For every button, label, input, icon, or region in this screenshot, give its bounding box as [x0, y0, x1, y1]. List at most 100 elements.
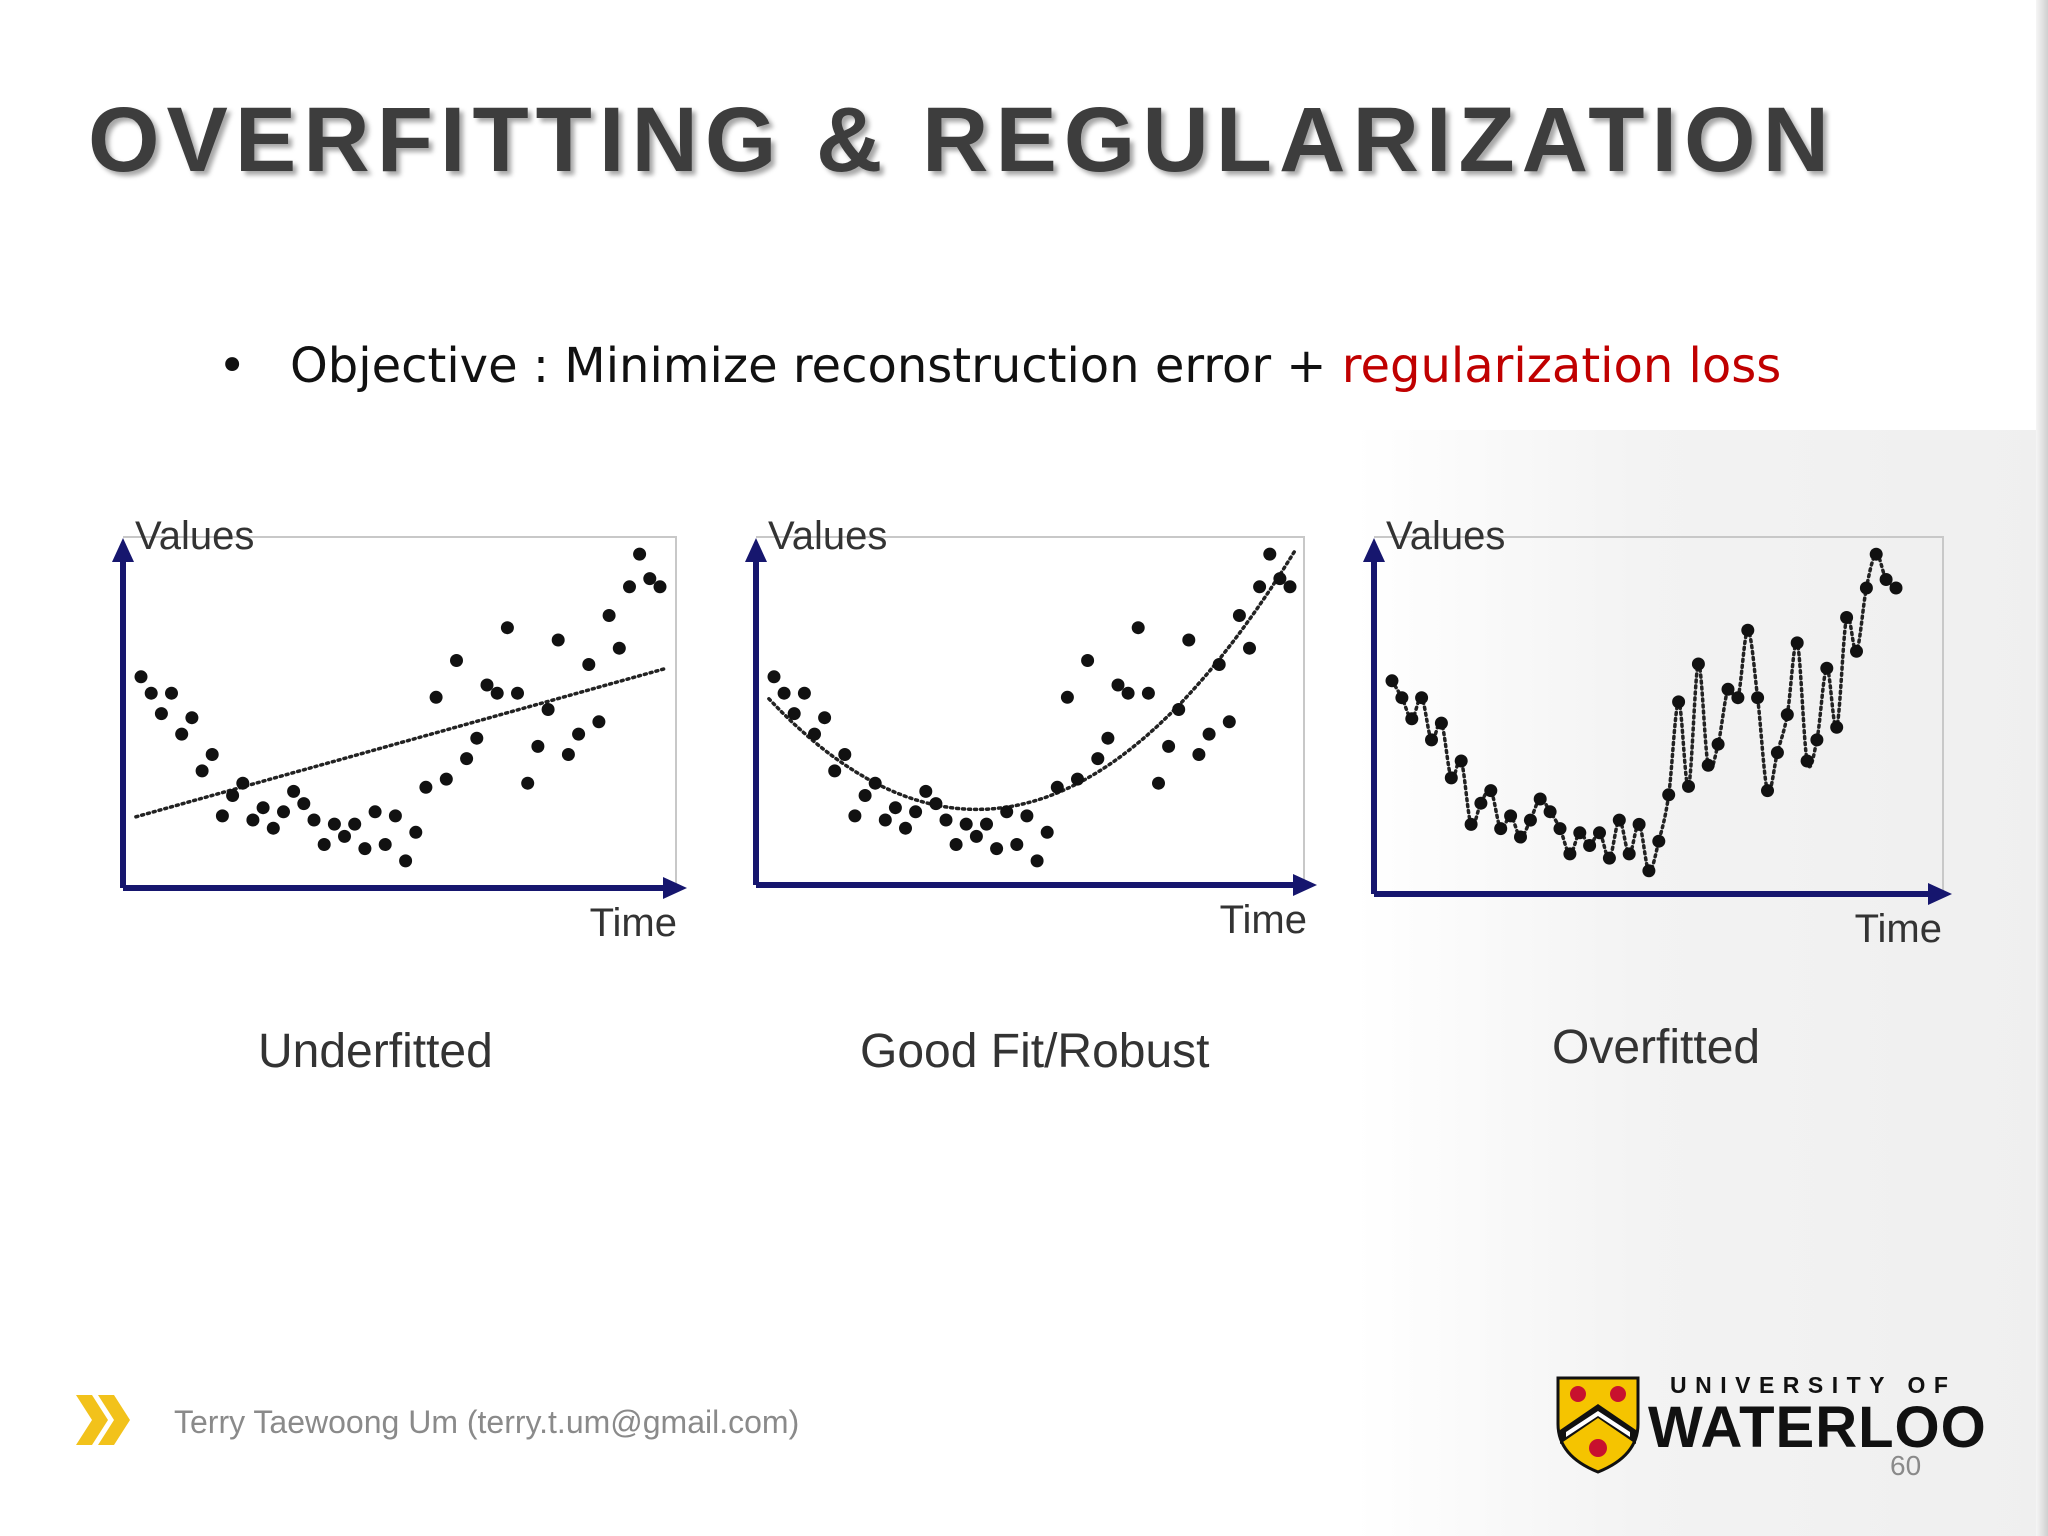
plot-frame — [1374, 536, 1944, 894]
data-point — [1415, 691, 1429, 705]
data-point — [1840, 611, 1854, 624]
data-point — [1731, 691, 1745, 705]
data-point — [327, 817, 341, 831]
data-point — [1232, 609, 1246, 622]
data-point — [1800, 754, 1814, 768]
slide-edge — [2036, 0, 2048, 1536]
data-point — [1030, 854, 1044, 868]
data-point — [358, 842, 372, 856]
data-point — [490, 686, 504, 700]
data-point — [1071, 772, 1084, 786]
data-point — [409, 825, 423, 839]
data-point — [1020, 809, 1034, 823]
data-point — [888, 801, 902, 815]
data-point — [1182, 633, 1196, 647]
data-point — [1283, 580, 1297, 594]
data-point — [1612, 813, 1626, 827]
caption-overfitted: Overfitted — [1552, 1021, 1761, 1074]
data-point — [541, 703, 555, 716]
data-point — [1721, 682, 1735, 696]
data-point — [1553, 822, 1567, 836]
objective-bullet: • Objective : Minimize reconstruction err… — [218, 338, 1781, 394]
data-point — [1454, 754, 1468, 768]
y-axis-label: Values — [768, 514, 887, 558]
data-point — [1602, 851, 1616, 865]
data-point — [1202, 727, 1216, 741]
data-point — [1691, 657, 1705, 671]
data-point — [1263, 547, 1277, 561]
data-point — [399, 854, 413, 868]
data-point — [643, 572, 657, 586]
data-point — [969, 829, 983, 843]
data-point — [1780, 708, 1794, 722]
data-point — [1761, 784, 1774, 798]
data-point — [256, 801, 270, 815]
data-point — [1494, 822, 1508, 836]
data-point — [939, 813, 953, 827]
data-point — [1573, 826, 1587, 840]
logo-university-of: UNIVERSITY OF — [1670, 1372, 1957, 1398]
data-point — [317, 838, 331, 851]
data-point — [1152, 776, 1165, 790]
page-number: 60 — [1890, 1450, 1922, 1481]
data-point — [1869, 547, 1883, 561]
data-point — [338, 829, 351, 843]
x-axis-label: Time — [1855, 907, 1942, 951]
data-point — [195, 764, 209, 778]
data-point — [1101, 731, 1115, 745]
fit-curve — [134, 666, 667, 819]
data-point — [1464, 817, 1478, 831]
data-point — [1889, 581, 1903, 595]
caption-good-fit: Good Fit/Robust — [860, 1025, 1210, 1078]
data-point — [439, 772, 453, 786]
logo-waterloo: WATERLOO — [1648, 1395, 1987, 1460]
data-point — [1830, 720, 1844, 734]
data-point — [1141, 686, 1155, 700]
data-point — [297, 797, 311, 811]
data-point — [388, 809, 402, 823]
data-point — [1121, 686, 1135, 700]
data-point — [767, 670, 781, 684]
data-point — [818, 711, 832, 725]
data-point — [1050, 780, 1064, 794]
data-point — [1172, 703, 1186, 716]
data-point — [134, 670, 148, 684]
data-point — [236, 776, 250, 790]
x-axis-label: Time — [590, 901, 677, 945]
data-point — [1514, 830, 1527, 844]
data-point — [1395, 691, 1409, 705]
y-axis-label: Values — [135, 514, 254, 558]
data-point — [1253, 580, 1267, 594]
data-point — [511, 686, 524, 700]
data-point — [1425, 733, 1438, 747]
chart-2: Values Time — [745, 514, 1317, 942]
data-point — [1652, 834, 1666, 848]
data-point — [1672, 695, 1686, 709]
data-point — [1642, 864, 1656, 878]
data-point — [165, 686, 178, 700]
data-point — [154, 707, 168, 721]
data-point — [1523, 813, 1537, 827]
data-point — [1091, 752, 1105, 766]
data-point — [307, 813, 321, 827]
data-point — [623, 580, 636, 594]
data-point — [909, 805, 923, 819]
data-point — [429, 690, 443, 704]
data-point — [460, 752, 474, 766]
data-point — [1504, 809, 1518, 823]
data-point — [226, 789, 240, 802]
data-point — [1790, 636, 1804, 650]
bullet-text: Objective : Minimize reconstruction erro… — [290, 338, 1342, 394]
slide-title: OVERFITTING & REGULARIZATION — [88, 89, 1837, 191]
data-point — [848, 809, 862, 823]
data-point — [582, 658, 596, 671]
data-point — [1385, 674, 1399, 688]
data-point — [1593, 826, 1606, 840]
data-point — [246, 813, 260, 827]
x-axis-arrow-icon — [1293, 874, 1317, 896]
data-point — [1434, 716, 1448, 730]
data-point — [1040, 825, 1054, 839]
footer-author: Terry Taewoong Um (terry.t.um@gmail.com) — [174, 1404, 800, 1440]
y-axis-label: Values — [1386, 514, 1505, 558]
